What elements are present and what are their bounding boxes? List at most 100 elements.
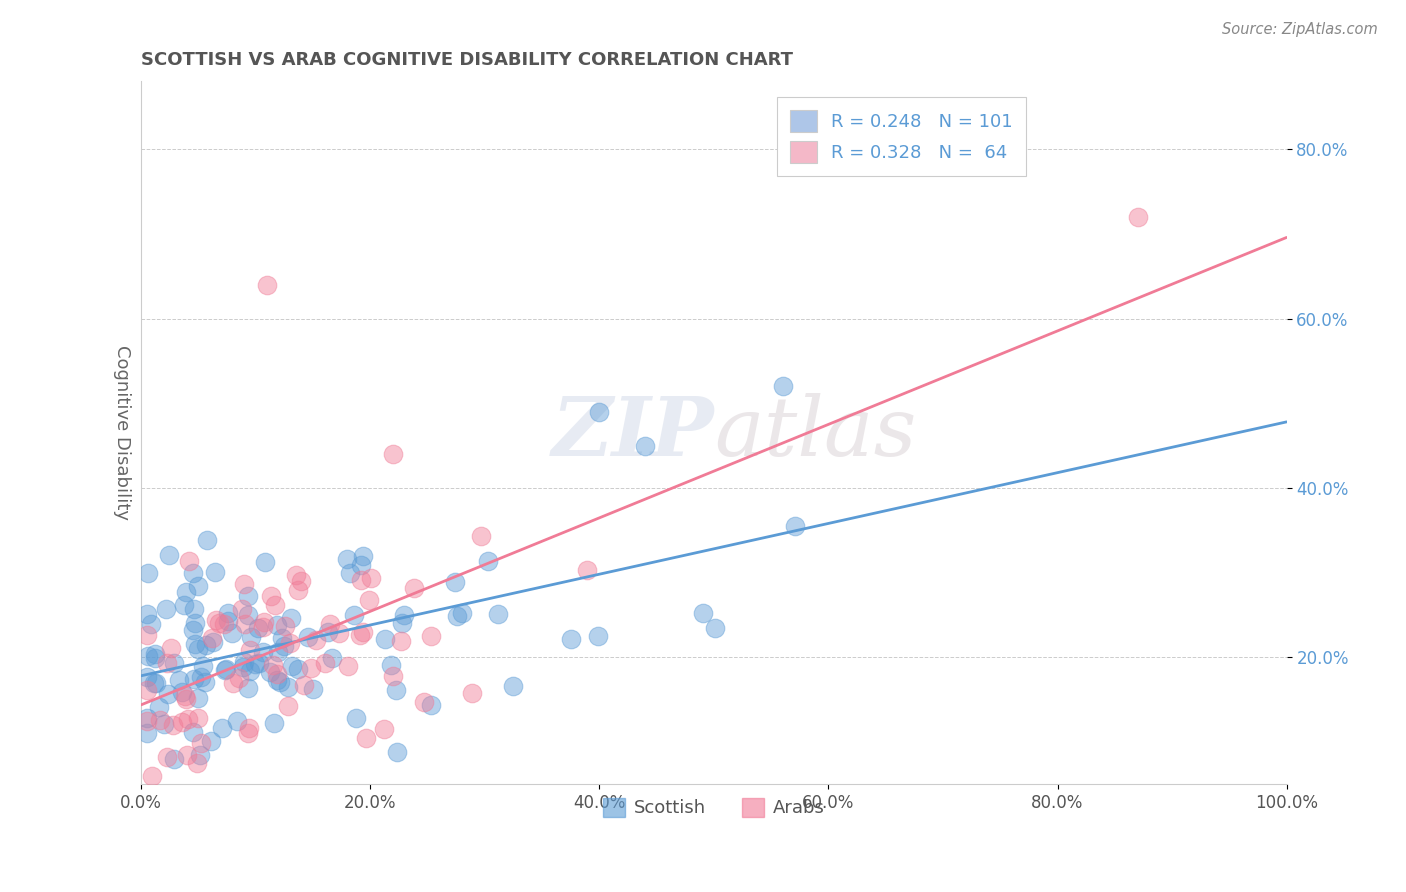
Point	[339, 566, 361, 580]
Point	[174, 689, 197, 703]
Point	[173, 598, 195, 612]
Point	[391, 634, 413, 648]
Point	[254, 555, 277, 569]
Point	[263, 715, 285, 730]
Point	[262, 658, 284, 673]
Point	[277, 699, 299, 714]
Point	[443, 575, 465, 590]
Point	[420, 629, 443, 643]
Point	[184, 616, 207, 631]
Point	[451, 606, 474, 620]
Point	[266, 617, 288, 632]
Point	[252, 645, 274, 659]
Point	[240, 630, 263, 644]
Point	[142, 676, 165, 690]
Point	[305, 632, 328, 647]
Point	[195, 533, 218, 547]
Point	[292, 678, 315, 692]
Point	[143, 651, 166, 665]
Point	[183, 602, 205, 616]
Point	[1126, 210, 1149, 224]
Point	[212, 617, 235, 632]
Point	[174, 691, 197, 706]
Point	[155, 749, 177, 764]
Text: SCOTTISH VS ARAB COGNITIVE DISABILITY CORRELATION CHART: SCOTTISH VS ARAB COGNITIVE DISABILITY CO…	[141, 51, 793, 69]
Point	[141, 769, 163, 783]
Point	[387, 745, 409, 759]
Text: Source: ZipAtlas.com: Source: ZipAtlas.com	[1222, 22, 1378, 37]
Point	[360, 572, 382, 586]
Point	[194, 638, 217, 652]
Point	[186, 756, 208, 771]
Point	[461, 686, 484, 700]
Point	[239, 643, 262, 657]
Point	[190, 736, 212, 750]
Point	[314, 656, 336, 670]
Point	[413, 695, 436, 709]
Point	[302, 682, 325, 697]
Point	[181, 623, 204, 637]
Point	[217, 606, 239, 620]
Point	[233, 655, 256, 669]
Point	[402, 581, 425, 595]
Point	[172, 684, 194, 698]
Point	[344, 711, 367, 725]
Point	[239, 665, 262, 679]
Point	[135, 683, 157, 698]
Legend: Scottish, Arabs: Scottish, Arabs	[596, 791, 832, 824]
Point	[419, 698, 441, 712]
Point	[136, 807, 159, 822]
Point	[135, 714, 157, 729]
Point	[336, 552, 359, 566]
Point	[156, 656, 179, 670]
Point	[135, 670, 157, 684]
Point	[238, 721, 260, 735]
Point	[176, 585, 198, 599]
Point	[238, 589, 260, 603]
Point	[148, 699, 170, 714]
Point	[191, 659, 214, 673]
Point	[201, 632, 224, 646]
Point	[222, 676, 245, 690]
Point	[232, 659, 254, 673]
Point	[588, 405, 610, 419]
Point	[153, 716, 176, 731]
Point	[380, 657, 402, 672]
Point	[256, 277, 278, 292]
Point	[217, 614, 239, 628]
Point	[353, 624, 375, 639]
Point	[214, 663, 236, 677]
Point	[167, 673, 190, 688]
Point	[486, 607, 509, 621]
Point	[236, 725, 259, 739]
Point	[280, 611, 302, 625]
Point	[183, 724, 205, 739]
Point	[143, 647, 166, 661]
Point	[385, 683, 408, 698]
Point	[136, 648, 159, 663]
Point	[208, 616, 231, 631]
Point	[263, 598, 285, 612]
Point	[253, 615, 276, 630]
Point	[586, 629, 609, 643]
Point	[138, 566, 160, 580]
Point	[382, 447, 405, 461]
Point	[190, 670, 212, 684]
Point	[228, 671, 250, 685]
Point	[155, 602, 177, 616]
Point	[299, 661, 322, 675]
Point	[274, 619, 297, 633]
Point	[211, 721, 233, 735]
Point	[321, 651, 343, 665]
Point	[392, 608, 415, 623]
Point	[135, 726, 157, 740]
Point	[238, 608, 260, 623]
Point	[159, 641, 181, 656]
Point	[202, 635, 225, 649]
Point	[157, 687, 180, 701]
Point	[772, 379, 794, 393]
Point	[162, 718, 184, 732]
Point	[149, 714, 172, 728]
Point	[373, 722, 395, 736]
Point	[634, 439, 657, 453]
